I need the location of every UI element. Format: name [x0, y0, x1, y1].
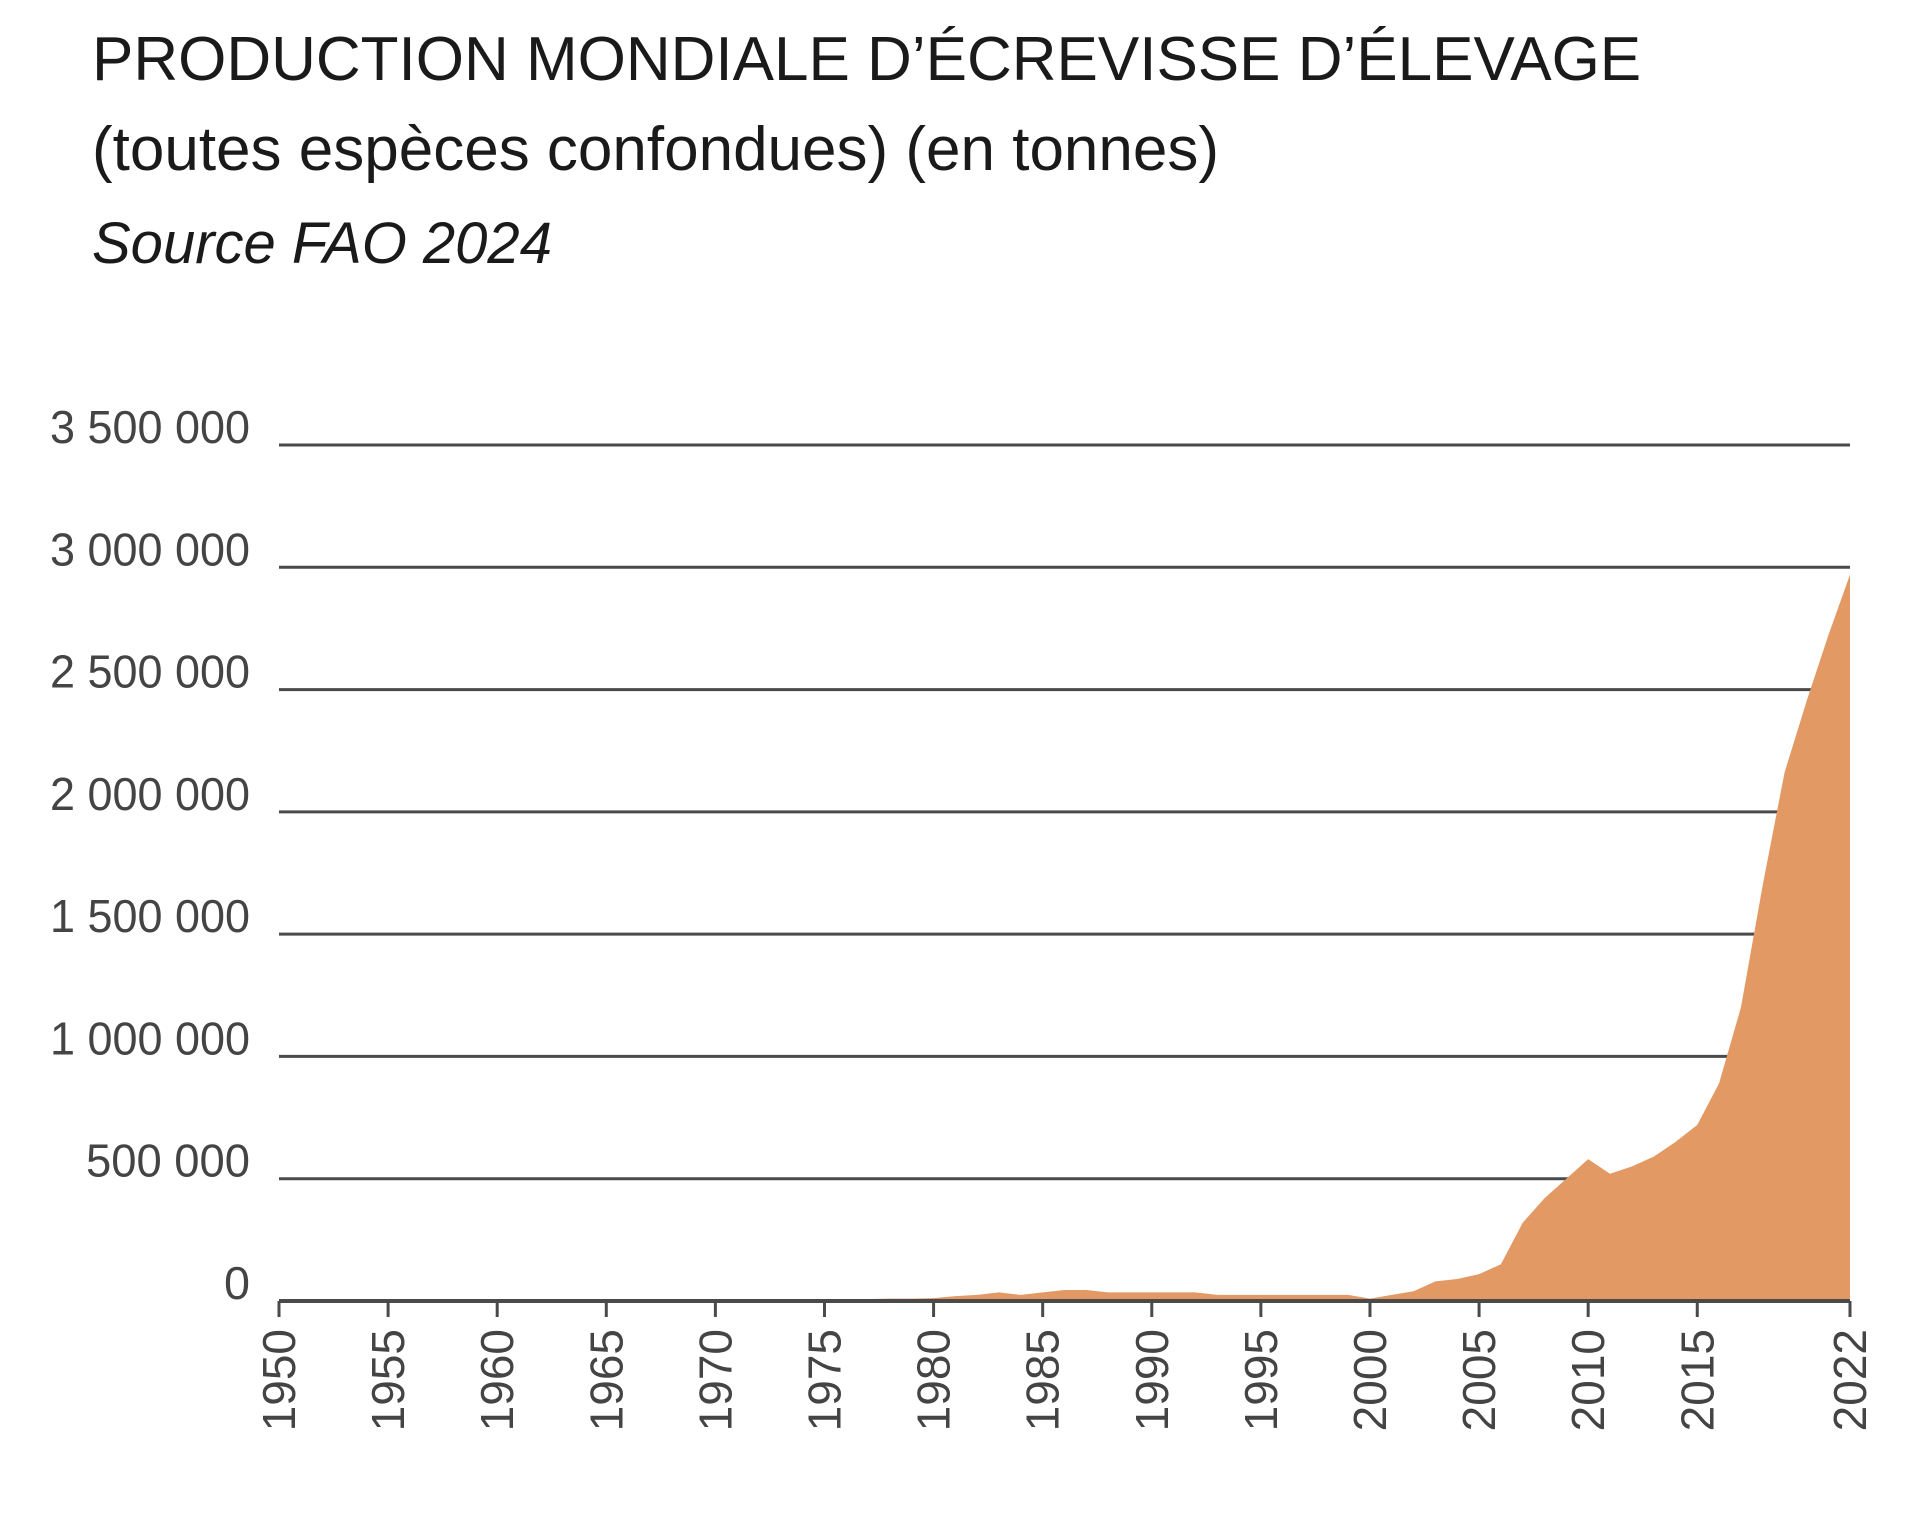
chart-title: PRODUCTION MONDIALE D’ÉCREVISSE D’ÉLEVAG…: [92, 25, 1642, 94]
x-tick-label: 1955: [362, 1329, 414, 1431]
x-tick-label: 1975: [798, 1329, 850, 1431]
chart-source: Source FAO 2024: [92, 211, 552, 276]
area-series: [279, 574, 1850, 1301]
x-tick-label: 1970: [689, 1329, 741, 1431]
x-tick-label: 2000: [1344, 1329, 1396, 1431]
gridlines: [279, 443, 1850, 1181]
x-axis: [277, 1299, 1852, 1317]
x-tick-label: 1950: [253, 1329, 305, 1431]
y-tick-label: 0: [224, 1257, 250, 1309]
x-axis-tick-labels: 1950 1955 1960 1965 1970 1975 1980 1985 1990 1995…: [253, 1329, 1876, 1431]
x-tick-label: 2022: [1824, 1329, 1876, 1431]
y-tick-label: 1 000 000: [50, 1012, 250, 1064]
y-tick-label: 3 500 000: [50, 401, 250, 453]
x-tick-label: 2015: [1671, 1329, 1723, 1431]
x-tick-label: 1980: [908, 1329, 960, 1431]
y-tick-label: 500 000: [86, 1135, 250, 1187]
y-tick-label: 3 000 000: [50, 523, 250, 575]
x-tick-label: 1965: [580, 1329, 632, 1431]
y-tick-label: 2 500 000: [50, 646, 250, 698]
area-fill: [279, 574, 1850, 1301]
x-tick-label: 1960: [471, 1329, 523, 1431]
x-tick-label: 1985: [1017, 1329, 1069, 1431]
y-tick-label: 1 500 000: [50, 890, 250, 942]
y-tick-label: 2 000 000: [50, 768, 250, 820]
x-tick-label: 2005: [1453, 1329, 1505, 1431]
x-tick-label: 2010: [1562, 1329, 1614, 1431]
x-tick-label: 1990: [1126, 1329, 1178, 1431]
y-axis-tick-labels: 0 500 000 1 000 000 1 500 000 2 000 000 2 500…: [50, 401, 250, 1309]
chart-subtitle: (toutes espèces confondues) (en tonnes): [92, 115, 1220, 184]
x-tick-label: 1995: [1235, 1329, 1287, 1431]
